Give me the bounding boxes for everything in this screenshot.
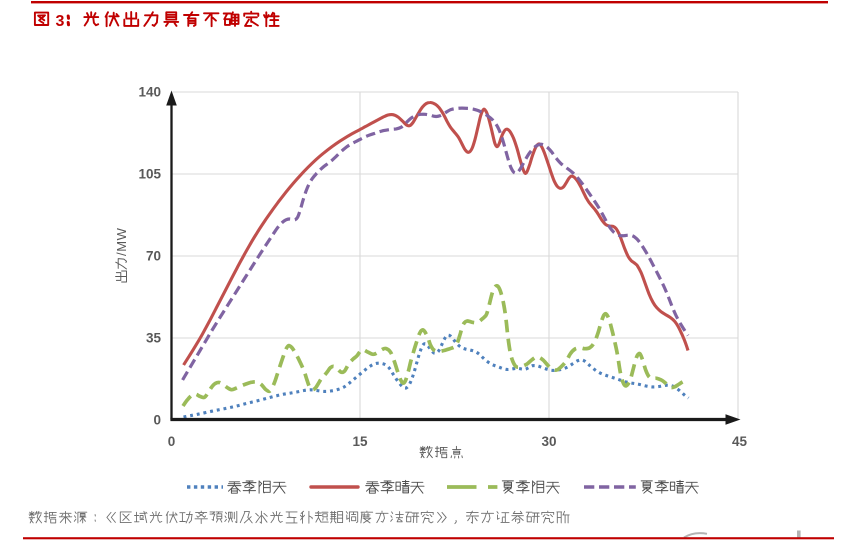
svg-text:/MW: /MW: [114, 227, 129, 256]
svg-text:15: 15: [352, 434, 368, 449]
svg-text:0: 0: [168, 434, 176, 449]
svg-text:45: 45: [732, 434, 748, 449]
svg-text:0: 0: [153, 413, 161, 428]
svg-text:3: 3: [56, 13, 65, 30]
svg-text:30: 30: [541, 434, 556, 449]
svg-text:105: 105: [138, 167, 161, 182]
svg-text:35: 35: [146, 331, 162, 346]
svg-text:70: 70: [146, 249, 161, 264]
svg-text:140: 140: [138, 85, 161, 100]
